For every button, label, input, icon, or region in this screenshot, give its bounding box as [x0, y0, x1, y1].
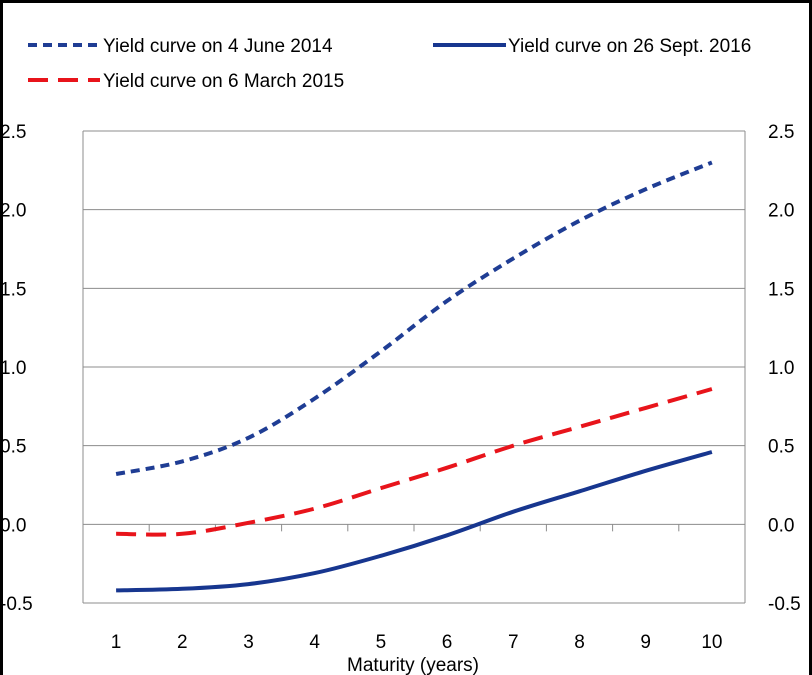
x-tick-label: 7	[508, 632, 519, 653]
y-tick-label-right: 2.5	[768, 122, 794, 143]
legend-entry-2016: Yield curve on 26 Sept. 2016	[433, 36, 751, 57]
legend-entry-2015: Yield curve on 6 March 2015	[28, 71, 344, 92]
y-tick-label-right: 0.5	[768, 437, 794, 458]
y-tick-label-left: 1.0	[0, 358, 26, 379]
x-tick-label: 2	[177, 632, 188, 653]
y-tick-label-right: 1.5	[768, 279, 794, 300]
y-tick-label-right: -0.5	[768, 594, 801, 615]
x-tick-label: 4	[309, 632, 320, 653]
legend-label-2015: Yield curve on 6 March 2015	[103, 71, 344, 92]
x-tick-label: 6	[442, 632, 453, 653]
y-tick-label-left: 1.5	[0, 279, 26, 300]
x-tick-label: 10	[701, 632, 722, 653]
x-tick-label: 9	[640, 632, 651, 653]
y-tick-label-right: 2.0	[768, 201, 794, 222]
series-line-2015	[116, 387, 713, 537]
plot-area: -0.5 -0.5 0.0 0.0 0.5 0.5 1.0 1.0 1.5 1.5 2.0 2.0 2.…	[0, 122, 801, 653]
legend-entry-2014: Yield curve on 4 June 2014	[28, 36, 333, 57]
x-axis-title: Maturity (years)	[347, 655, 479, 675]
legend-label-2014: Yield curve on 4 June 2014	[103, 36, 333, 57]
legend: Yield curve on 4 June 2014 Yield curve o…	[28, 36, 751, 92]
y-tick-label-left: 0.5	[0, 437, 26, 458]
x-tick-label: 5	[376, 632, 387, 653]
x-tick-label: 1	[111, 632, 122, 653]
y-tick-label-right: 0.0	[768, 515, 794, 536]
y-tick-label-left: -0.5	[0, 594, 33, 615]
y-tick-label-left: 2.5	[0, 122, 26, 143]
y-tick-label-right: 1.0	[768, 358, 794, 379]
y-tick-label-left: 0.0	[0, 515, 26, 536]
x-tick-label: 3	[243, 632, 254, 653]
y-tick-label-left: 2.0	[0, 201, 26, 222]
series-line-2016	[116, 450, 713, 593]
series-line-2014	[115, 160, 713, 476]
legend-label-2016: Yield curve on 26 Sept. 2016	[508, 36, 751, 57]
x-tick-label: 8	[574, 632, 585, 653]
